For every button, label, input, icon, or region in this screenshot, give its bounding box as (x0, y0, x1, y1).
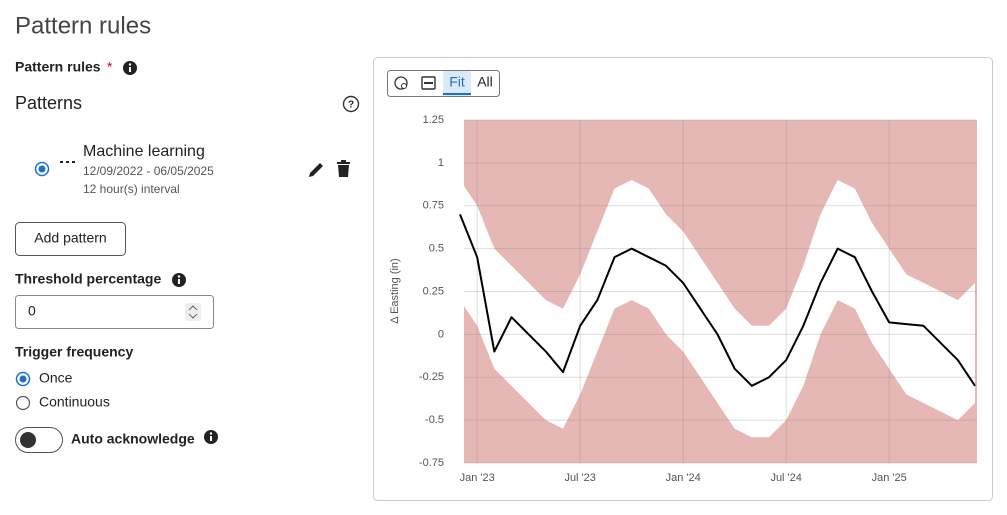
auto-ack-toggle[interactable] (15, 427, 63, 453)
y-tick-label: 1 (438, 157, 444, 169)
section-heading: Patterns (15, 93, 82, 113)
pattern-interval: 12 hour(s) interval (83, 182, 180, 196)
pattern-line-style (60, 161, 75, 163)
all-button[interactable]: All (477, 74, 493, 90)
y-tick-label: 1.25 (423, 114, 444, 126)
date-range-button[interactable] (421, 76, 436, 90)
fit-button[interactable]: Fit (443, 71, 471, 96)
info-icon[interactable] (172, 273, 186, 287)
y-tick-label: 0.75 (423, 200, 444, 212)
x-tick-label: Jan '24 (666, 472, 701, 484)
y-tick-label: 0.5 (429, 243, 444, 255)
help-icon[interactable]: ? (342, 95, 360, 113)
edit-icon[interactable] (309, 163, 323, 177)
x-tick-label: Jan '23 (460, 472, 495, 484)
y-axis-label: Δ Easting (in) (389, 258, 401, 323)
button-label: Fit (449, 74, 465, 90)
reset-zoom-button[interactable] (394, 76, 408, 90)
pattern-radio[interactable] (34, 161, 50, 177)
radio-label: Continuous (39, 394, 110, 410)
x-tick-label: Jul '24 (770, 472, 801, 484)
required-mark: * (107, 59, 113, 75)
y-tick-label: -0.5 (425, 414, 444, 426)
svg-text:?: ? (348, 100, 354, 111)
x-tick-label: Jan '25 (872, 472, 907, 484)
input-value: 0 (28, 303, 36, 319)
threshold-input[interactable]: 0 (15, 295, 214, 329)
y-tick-label: 0 (438, 328, 444, 340)
radio-once[interactable]: Once (15, 370, 73, 387)
button-label: All (477, 74, 493, 90)
info-icon[interactable] (204, 430, 218, 444)
expected-band (460, 180, 975, 438)
y-tick-label: -0.25 (419, 371, 444, 383)
info-icon[interactable] (123, 61, 137, 75)
y-tick-label: -0.75 (419, 457, 444, 469)
radio-label: Once (39, 370, 73, 386)
pattern-dates: 12/09/2022 - 06/05/2025 (83, 164, 214, 178)
field-label: Trigger frequency (15, 344, 133, 360)
page-title: Pattern rules (15, 12, 151, 39)
field-label: Pattern rules (15, 59, 101, 75)
field-label: Threshold percentage (15, 271, 161, 287)
x-tick-label: Jul '23 (564, 472, 595, 484)
add-pattern-button[interactable]: Add pattern (15, 222, 126, 256)
radio-continuous[interactable]: Continuous (15, 394, 110, 411)
field-label: Auto acknowledge (71, 431, 195, 447)
y-tick-label: 0.25 (423, 285, 444, 297)
pattern-name: Machine learning (83, 143, 205, 160)
delete-icon[interactable] (337, 160, 350, 177)
button-label: Add pattern (34, 230, 106, 246)
data-line (459, 213, 976, 387)
